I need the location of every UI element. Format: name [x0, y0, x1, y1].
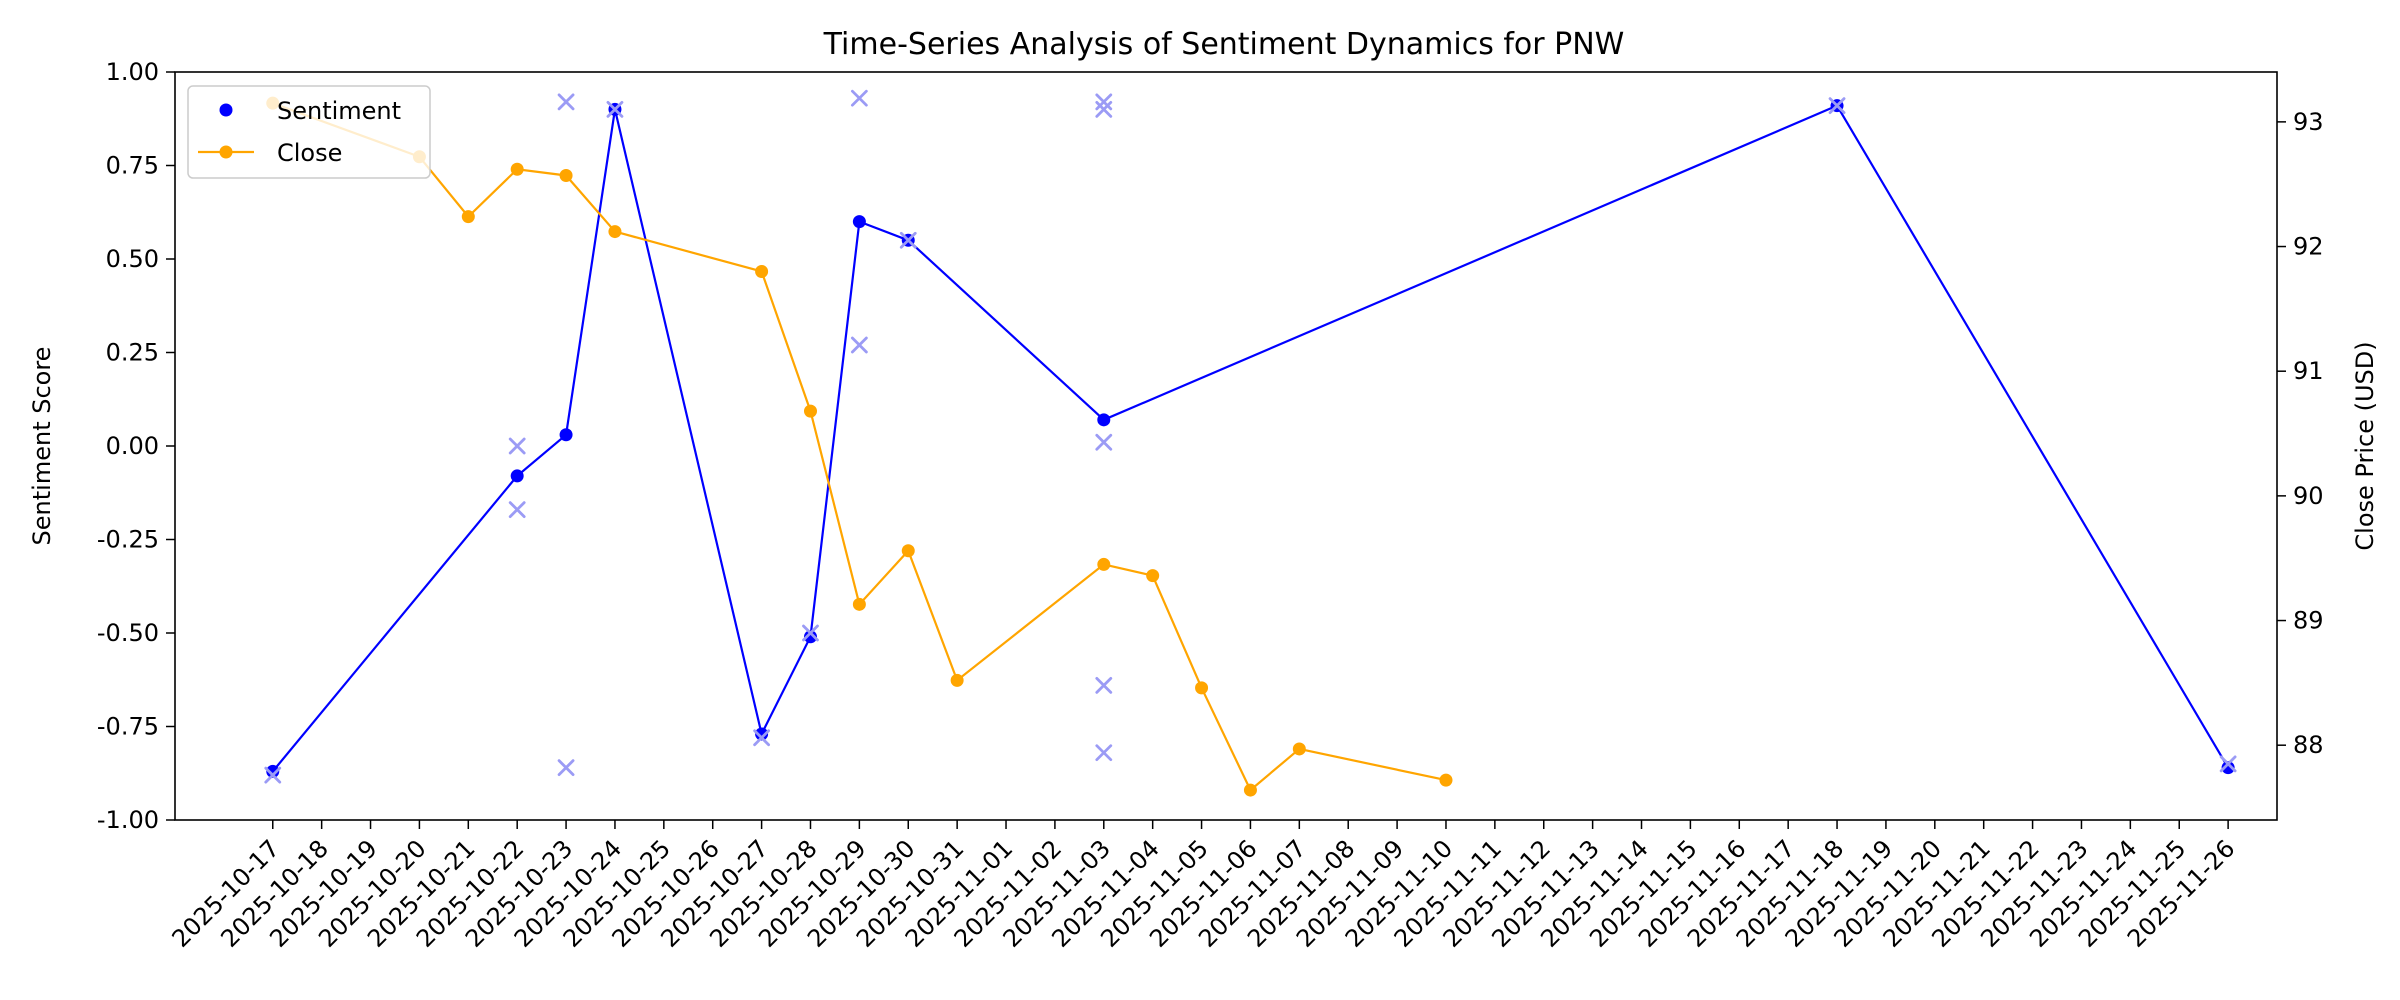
sentiment-raw-marker: [557, 759, 575, 777]
sentiment-raw-marker: [1095, 676, 1113, 694]
sentiment-raw-marker: [508, 501, 526, 518]
sentiment-raw-marker: [850, 89, 868, 107]
y-left-tick-label: 0.75: [106, 152, 159, 180]
sentiment-raw-marker: [606, 101, 624, 118]
close-point: [1097, 557, 1111, 571]
close-point: [510, 162, 524, 176]
legend-box: [187, 85, 431, 179]
plot-frame: [174, 71, 2278, 821]
y-right-tick-label: 93: [2293, 108, 2324, 136]
y-left-tick-label: -1.00: [97, 806, 159, 834]
sentiment-point: [510, 469, 524, 483]
sentiment-raw-marker: [802, 624, 819, 642]
close-point: [852, 597, 866, 611]
sentiment-raw-marker: [1095, 744, 1113, 762]
sentiment-point: [1097, 413, 1111, 427]
close-point: [1146, 569, 1160, 583]
y-right-tick-label: 90: [2293, 482, 2324, 510]
close-point: [559, 168, 573, 182]
close-point: [755, 264, 769, 278]
y-left-tick-label: 0.00: [106, 432, 159, 460]
sentiment-raw-marker: [557, 93, 575, 111]
close-point: [803, 404, 817, 418]
y-left-tick-label: -0.75: [97, 713, 159, 741]
y-left-tick-label: -0.50: [97, 619, 159, 647]
sentiment-point: [559, 428, 573, 442]
sentiment-raw-marker: [1095, 433, 1113, 451]
legend-sentiment-label: Sentiment: [277, 97, 401, 125]
sentiment-raw-marker: [508, 437, 526, 455]
chart-title: Time-Series Analysis of Sentiment Dynami…: [823, 27, 1625, 62]
y-left-tick-label: -0.25: [97, 526, 159, 554]
close-point: [1243, 783, 1257, 797]
y-left-tick-label: 0.25: [106, 339, 159, 367]
legend-close-label: Close: [277, 139, 342, 167]
close-point: [901, 544, 915, 558]
legend-sentiment-marker: [219, 103, 233, 117]
close-point: [1439, 773, 1453, 787]
close-point: [1292, 742, 1306, 756]
sentiment-raw-marker: [753, 729, 771, 747]
close-point: [461, 210, 475, 224]
sentiment-raw-marker: [1828, 97, 1846, 115]
y-left-tick-label: 1.00: [106, 58, 159, 86]
sentiment-raw-marker: [264, 766, 282, 784]
sentiment-point: [755, 727, 769, 741]
sentiment-raw-marker: [850, 336, 868, 354]
sentiment-raw-marker: [2219, 755, 2237, 773]
sentiment-point: [2221, 761, 2235, 775]
sentiment-raw-marker: [899, 231, 917, 249]
sentiment-point: [803, 630, 817, 644]
close-point: [950, 673, 964, 687]
close-point: [608, 225, 622, 239]
y-right-tick-label: 89: [2293, 607, 2324, 635]
legend: Sentiment Close: [187, 85, 431, 179]
plot-area: 2025-10-172025-10-182025-10-192025-10-20…: [97, 58, 2324, 953]
sentiment-point: [852, 215, 866, 229]
y-axis-left-label: Sentiment Score: [28, 347, 56, 546]
y-right-tick-label: 92: [2293, 233, 2324, 261]
y-right-tick-label: 91: [2293, 357, 2324, 385]
close-point: [1195, 681, 1209, 695]
sentiment-point: [266, 764, 280, 778]
legend-close-marker: [219, 145, 233, 159]
y-axis-right-label: Close Price (USD): [2351, 341, 2379, 550]
y-left-tick-label: 0.50: [106, 245, 159, 273]
y-right-tick-label: 88: [2293, 731, 2324, 759]
sentiment-raw-marker: [1095, 101, 1113, 118]
